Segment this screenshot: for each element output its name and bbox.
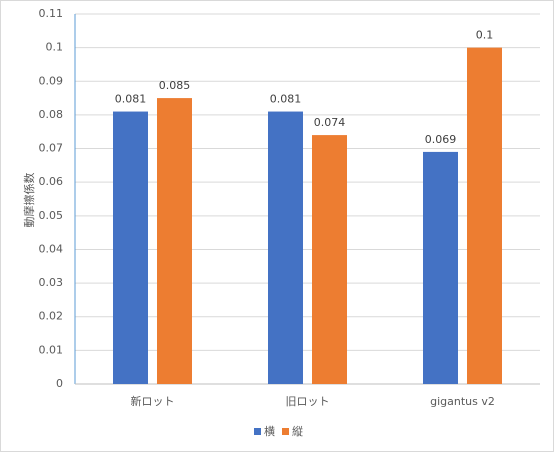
y-tick-label: 0.05 — [39, 209, 64, 222]
y-tick-label: 0.1 — [46, 41, 64, 54]
data-label: 0.074 — [314, 116, 346, 129]
y-tick-label: 0.09 — [39, 74, 64, 87]
data-label: 0.081 — [115, 93, 147, 106]
y-axis-title: 動摩擦係数 — [22, 173, 36, 228]
x-tick-label: 旧ロット — [286, 395, 330, 408]
x-tick-label: 新ロット — [131, 394, 175, 408]
y-tick-label: 0.03 — [39, 276, 64, 289]
data-label: 0.069 — [425, 133, 457, 146]
legend-label: 縦 — [292, 425, 303, 438]
data-label: 0.081 — [270, 93, 302, 106]
legend-swatch — [282, 428, 289, 435]
y-tick-label: 0.08 — [39, 108, 64, 121]
bar — [157, 98, 192, 384]
bar — [312, 135, 347, 384]
y-tick-label: 0 — [56, 377, 63, 390]
y-tick-label: 0.02 — [39, 310, 64, 323]
data-label: 0.1 — [476, 29, 494, 42]
bar — [268, 111, 303, 384]
y-tick-label: 0.07 — [39, 142, 64, 155]
y-tick-label: 0.04 — [39, 242, 64, 255]
legend-swatch — [254, 428, 261, 435]
y-tick-label: 0.06 — [39, 175, 64, 188]
bar — [467, 47, 502, 385]
data-label: 0.085 — [159, 79, 191, 92]
x-tick-label: gigantus v2 — [430, 395, 495, 408]
y-tick-label: 0.11 — [39, 7, 64, 20]
legend-label: 横 — [264, 424, 275, 438]
y-tick-label: 0.01 — [39, 343, 64, 356]
bar — [423, 151, 458, 384]
bar — [113, 111, 148, 384]
